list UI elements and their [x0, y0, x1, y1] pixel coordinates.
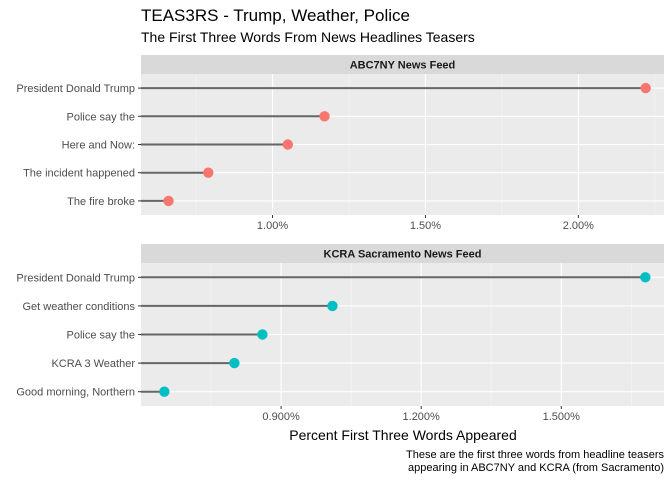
category-label: The fire broke	[67, 196, 135, 208]
caption-line-2: appearing in ABC7NY and KCRA (from Sacra…	[408, 462, 664, 474]
strip-background	[141, 55, 664, 74]
x-tick-label: 1.500%	[543, 411, 581, 423]
category-label: President Donald Trump	[16, 83, 135, 95]
category-label: Get weather conditions	[22, 301, 135, 313]
strip-label: ABC7NY News Feed	[350, 60, 456, 72]
x-tick-label: 0.900%	[262, 411, 300, 423]
lollipop-point	[327, 300, 338, 312]
category-label: Here and Now:	[62, 140, 135, 152]
lollipop-point	[159, 386, 170, 397]
chart-subtitle: The First Three Words From News Headline…	[141, 29, 475, 45]
x-tick-label: 2.00%	[563, 220, 594, 232]
x-tick-label: 1.50%	[410, 220, 441, 232]
strip-background	[141, 244, 664, 263]
lollipop-point	[319, 111, 330, 122]
category-label: Good morning, Northern	[16, 387, 135, 399]
category-label: The incident happened	[23, 168, 135, 180]
category-label: Police say the	[67, 330, 135, 342]
lollipop-point	[203, 167, 214, 178]
lollipop-point	[282, 139, 294, 150]
panel-1: ABC7NY News Feed 1.00% 1.50% 2.00% President…	[16, 55, 664, 232]
category-label: Police say the	[67, 111, 135, 123]
panel-2: KCRA Sacramento News Feed 0.900% 1.200% 1.5…	[16, 244, 664, 423]
lollipop-point	[163, 195, 174, 207]
lollipop-point	[229, 357, 240, 369]
category-label: KCRA 3 Weather	[51, 358, 135, 370]
facet-panels: ABC7NY News Feed 1.00% 1.50% 2.00% President…	[16, 55, 664, 423]
caption-line-1: These are the first three words from hea…	[406, 449, 665, 461]
lollipop-point	[640, 82, 651, 94]
x-tick-label: 1.200%	[403, 411, 441, 423]
x-tick-label: 1.00%	[257, 220, 288, 232]
chart-title: TEAS3RS - Trump, Weather, Police	[141, 6, 410, 25]
strip-label: KCRA Sacramento News Feed	[324, 249, 482, 261]
x-axis-label: Percent First Three Words Appeared	[289, 427, 516, 443]
lollipop-point	[257, 329, 268, 340]
lollipop-point	[640, 272, 651, 283]
category-label: President Donald Trump	[16, 272, 135, 284]
